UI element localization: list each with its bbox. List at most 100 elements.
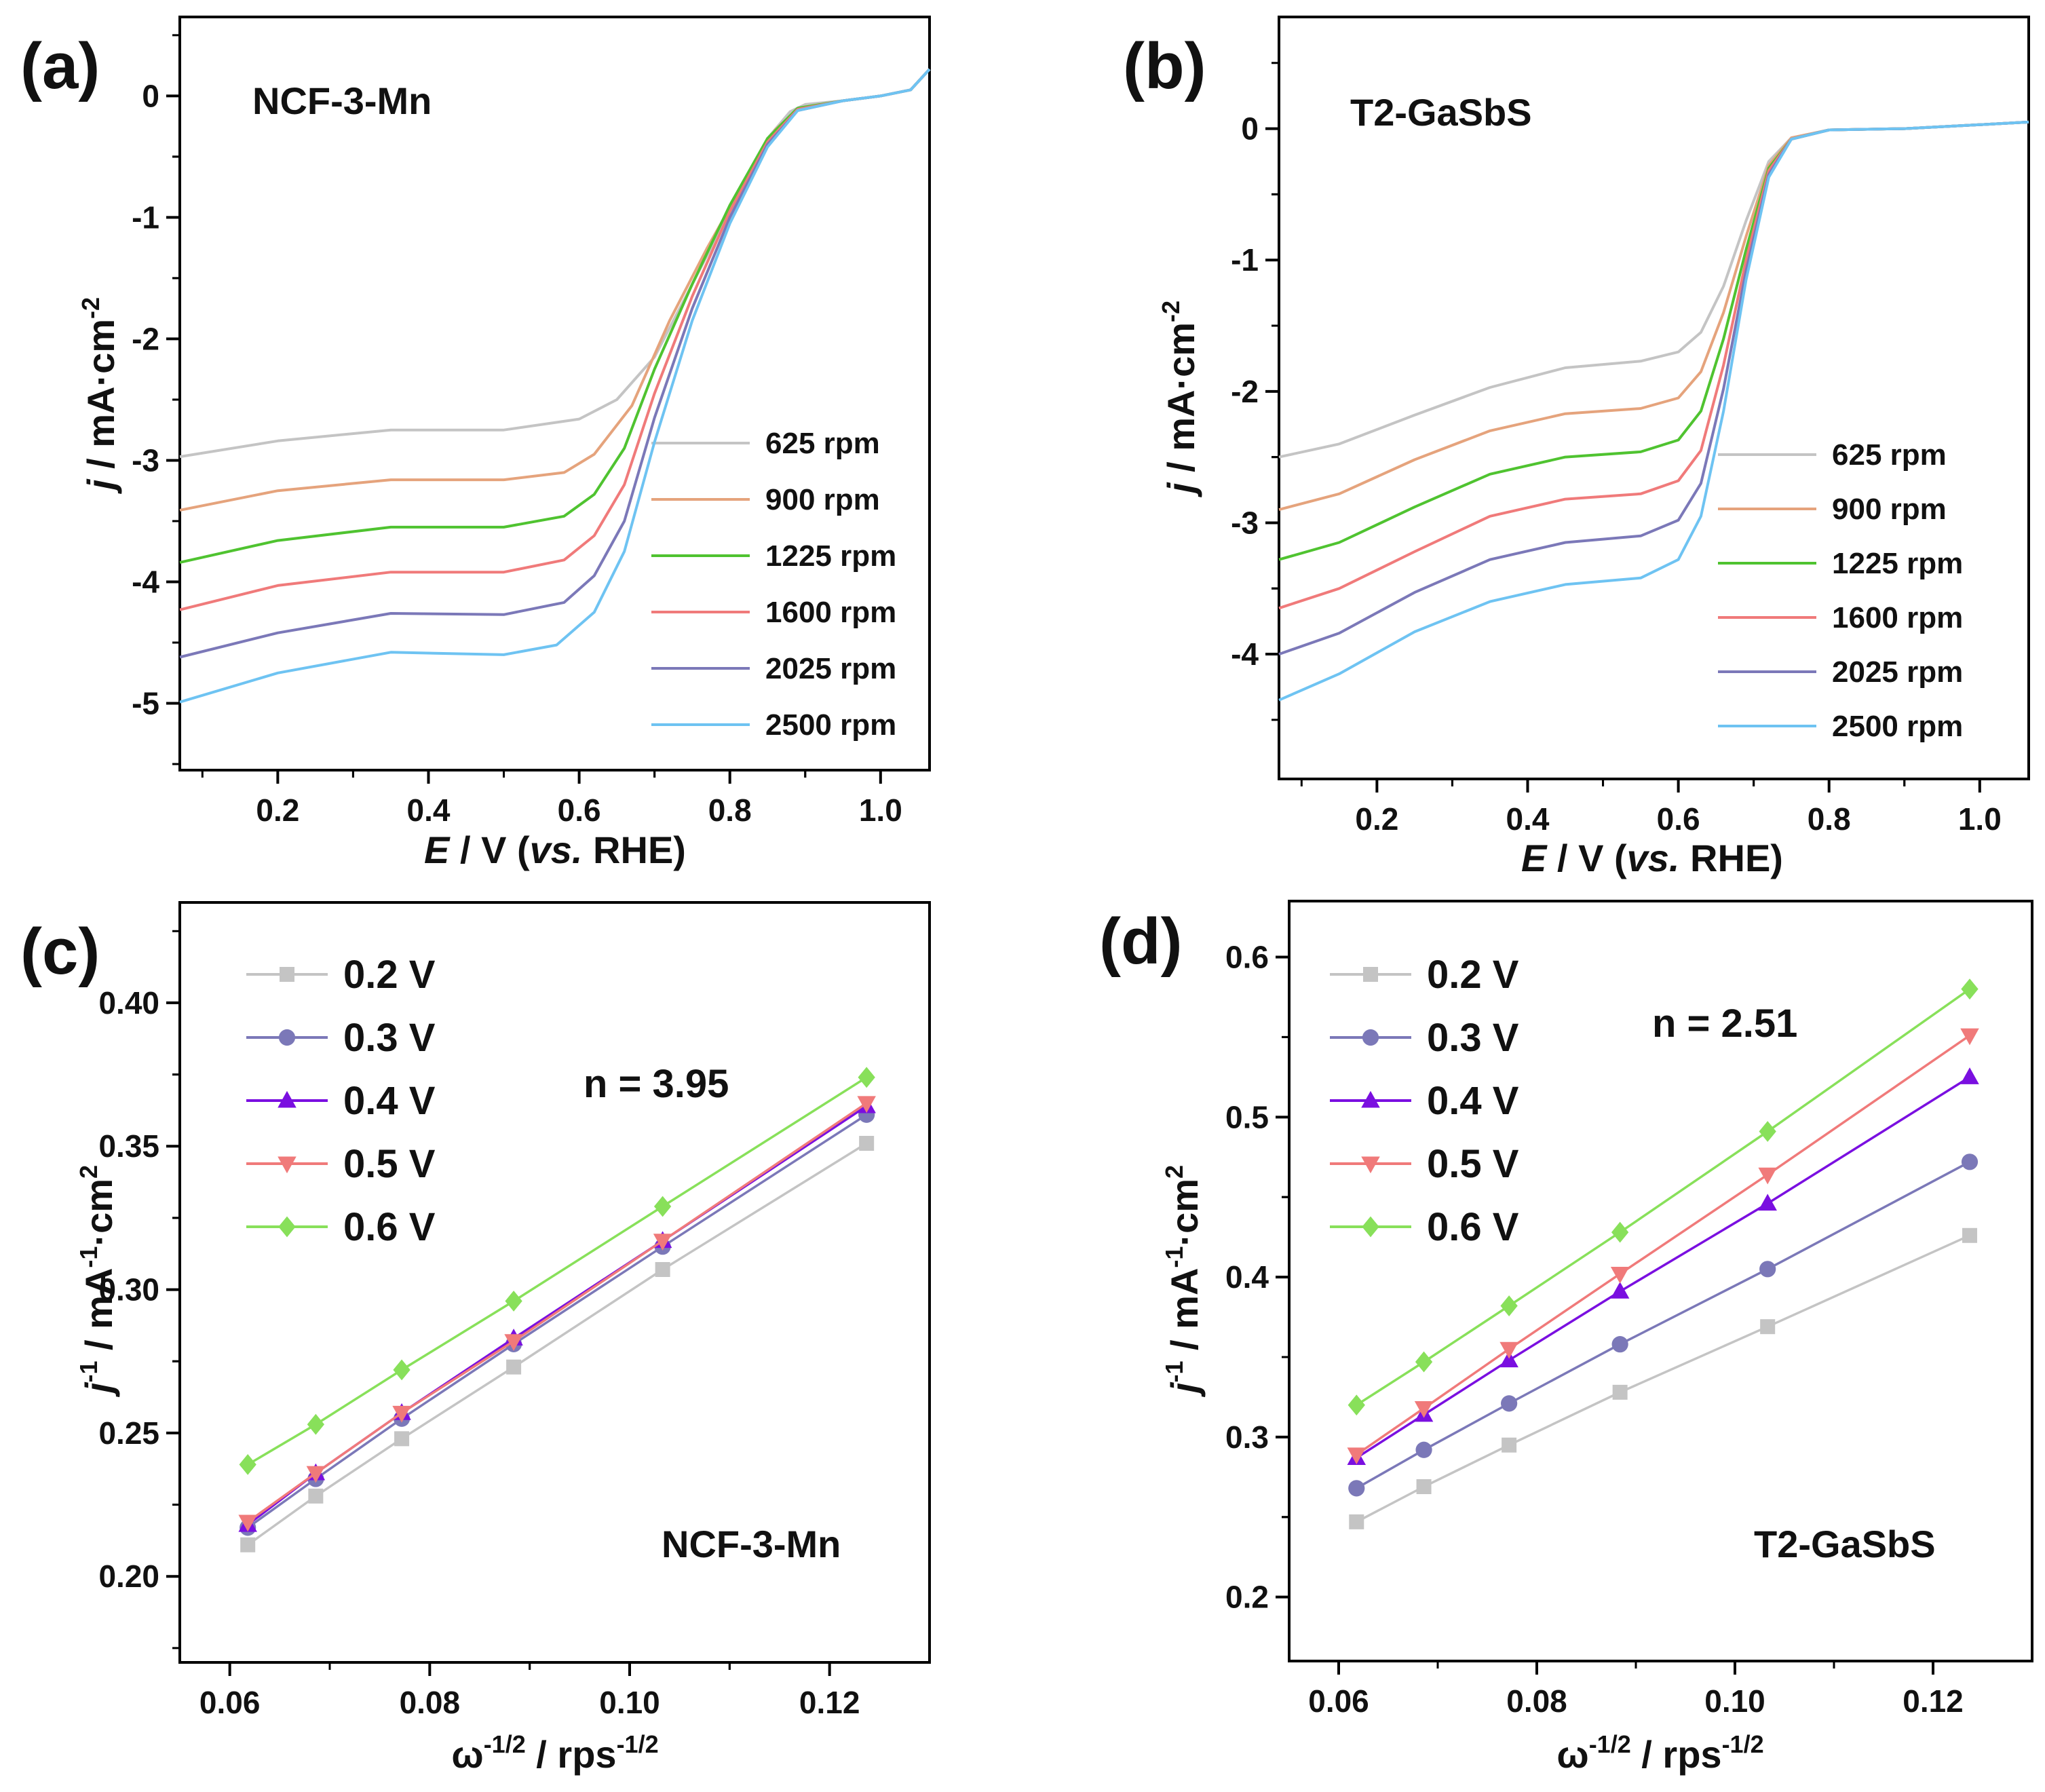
legend-marker bbox=[280, 967, 294, 982]
y-tick-label: -2 bbox=[1231, 374, 1259, 409]
legend-label: 1600 rpm bbox=[1832, 601, 1963, 634]
data-point bbox=[858, 1067, 875, 1088]
data-point bbox=[1961, 978, 1979, 1000]
data-point bbox=[859, 1136, 875, 1151]
panel-label: (a) bbox=[20, 30, 100, 102]
legend-label: 0.5 V bbox=[1427, 1142, 1519, 1186]
y-tick-label: 0.30 bbox=[98, 1272, 159, 1308]
data-point bbox=[653, 1196, 672, 1217]
data-point bbox=[240, 1537, 256, 1552]
data-point bbox=[505, 1291, 522, 1312]
y-tick-label: -2 bbox=[132, 321, 159, 356]
x-label-exp1: -1/2 bbox=[484, 1730, 526, 1758]
y-label-exp1: -1 bbox=[1160, 1360, 1188, 1382]
data-point bbox=[504, 1334, 523, 1351]
y-tick-label: 0.25 bbox=[98, 1415, 159, 1451]
y-tick-label: 0 bbox=[142, 78, 159, 113]
plot-frame bbox=[178, 16, 931, 771]
legend-label: 2025 rpm bbox=[1832, 655, 1963, 689]
y-tick-label: -3 bbox=[1231, 505, 1259, 540]
x-label-omega: ω bbox=[1556, 1733, 1588, 1776]
x-label-symbol: E bbox=[424, 828, 451, 871]
data-point bbox=[1759, 1261, 1776, 1278]
y-tick-label: -5 bbox=[132, 686, 159, 721]
data-point bbox=[1348, 1394, 1365, 1416]
data-point bbox=[308, 1488, 324, 1504]
x-tick-label: 0.8 bbox=[708, 793, 752, 828]
x-tick-label: 0.06 bbox=[199, 1685, 261, 1720]
x-tick-label: 0.06 bbox=[1308, 1683, 1369, 1719]
series-1: 0.3 V bbox=[1330, 1016, 1979, 1497]
panel-d: 0.06 0.08 0.10 0.12 0.2 0.3 0.4 0.5 0.6 (d) T2-GaS… bbox=[1099, 900, 2033, 1776]
x-tick-label: 0.10 bbox=[1704, 1683, 1765, 1719]
y-label-exp2: -1 bbox=[75, 1246, 102, 1268]
x-tick-label: 1.0 bbox=[1958, 801, 2002, 837]
x-label-ref: RHE) bbox=[583, 828, 686, 871]
x-label-ref: RHE) bbox=[1680, 837, 1783, 879]
series-line bbox=[1356, 1075, 1970, 1459]
y-label-exp2: -1 bbox=[1160, 1246, 1188, 1268]
series-line bbox=[247, 1142, 868, 1546]
y-label-unit: / mA bbox=[1163, 1268, 1206, 1361]
data-point bbox=[1415, 1441, 1432, 1458]
n-value-annotation: n = 3.95 bbox=[584, 1062, 729, 1106]
y-label-exp3: 2 bbox=[1160, 1165, 1188, 1179]
data-point bbox=[1611, 1336, 1628, 1353]
series-4: 0.6 V bbox=[1330, 978, 1979, 1416]
data-point bbox=[1960, 1067, 1979, 1084]
legend-marker bbox=[1362, 1216, 1379, 1238]
y-tick-label: 0.40 bbox=[98, 985, 159, 1021]
series-3: 0.5 V bbox=[238, 1096, 876, 1532]
series-line bbox=[1356, 1160, 1970, 1489]
panel-title: T2-GaSbS bbox=[1754, 1523, 1936, 1565]
y-label-exponent: -2 bbox=[1157, 301, 1185, 322]
series-5: 2500 rpm bbox=[1278, 120, 2029, 743]
data-point bbox=[393, 1359, 410, 1381]
x-axis-label: E / V (vs. RHE) bbox=[424, 828, 686, 871]
legend-label: 1600 rpm bbox=[765, 596, 896, 629]
data-point bbox=[1500, 1295, 1518, 1316]
legend-marker bbox=[278, 1090, 297, 1108]
legend-label: 0.3 V bbox=[343, 1016, 436, 1060]
x-tick-label: 0.4 bbox=[1506, 801, 1550, 837]
y-label-symbol: j bbox=[1160, 482, 1202, 498]
y-label-unit2: ·cm bbox=[1163, 1179, 1206, 1246]
data-point bbox=[1960, 1028, 1979, 1046]
x-label-vs: vs. bbox=[1627, 837, 1680, 879]
data-point bbox=[1611, 1221, 1629, 1243]
series-line bbox=[179, 68, 931, 611]
y-tick-label: -4 bbox=[132, 565, 159, 600]
series-line bbox=[179, 68, 931, 459]
x-label-vs: vs. bbox=[530, 828, 583, 871]
series-1: 0.3 V bbox=[240, 1016, 875, 1536]
data-point bbox=[1415, 1351, 1433, 1373]
series-1: 900 rpm bbox=[179, 68, 931, 516]
n-value-annotation: n = 2.51 bbox=[1652, 1002, 1797, 1046]
series-2: 0.4 V bbox=[1330, 1067, 1979, 1465]
data-point bbox=[1610, 1266, 1630, 1284]
y-label-unit: / mA·cm bbox=[1160, 322, 1202, 483]
legend-marker bbox=[1361, 1090, 1380, 1108]
x-label-symbol: E bbox=[1521, 837, 1548, 879]
data-point bbox=[1610, 1282, 1630, 1299]
legend-label: 1225 rpm bbox=[1832, 547, 1963, 580]
data-point bbox=[238, 1514, 257, 1532]
legend-label: 0.2 V bbox=[1427, 953, 1519, 997]
x-tick-label: 0.10 bbox=[599, 1685, 660, 1720]
legend-label: 900 rpm bbox=[1832, 493, 1947, 526]
series-line bbox=[247, 1113, 868, 1529]
data-point bbox=[306, 1466, 326, 1483]
series-0: 625 rpm bbox=[1278, 120, 2029, 472]
series-3: 0.5 V bbox=[1330, 1028, 1979, 1465]
x-tick-label: 0.6 bbox=[1657, 801, 1700, 837]
data-point bbox=[1414, 1401, 1434, 1418]
y-axis-label: j-1 / mA-1·cm2 bbox=[1160, 1165, 1206, 1398]
data-point bbox=[1416, 1479, 1432, 1494]
data-point bbox=[653, 1234, 672, 1251]
data-point bbox=[1347, 1447, 1366, 1465]
y-label-unit2: ·cm bbox=[77, 1179, 120, 1246]
x-label-unit: / V ( bbox=[1546, 837, 1627, 879]
legend-marker bbox=[1363, 967, 1378, 982]
legend-label: 1225 rpm bbox=[765, 539, 896, 573]
